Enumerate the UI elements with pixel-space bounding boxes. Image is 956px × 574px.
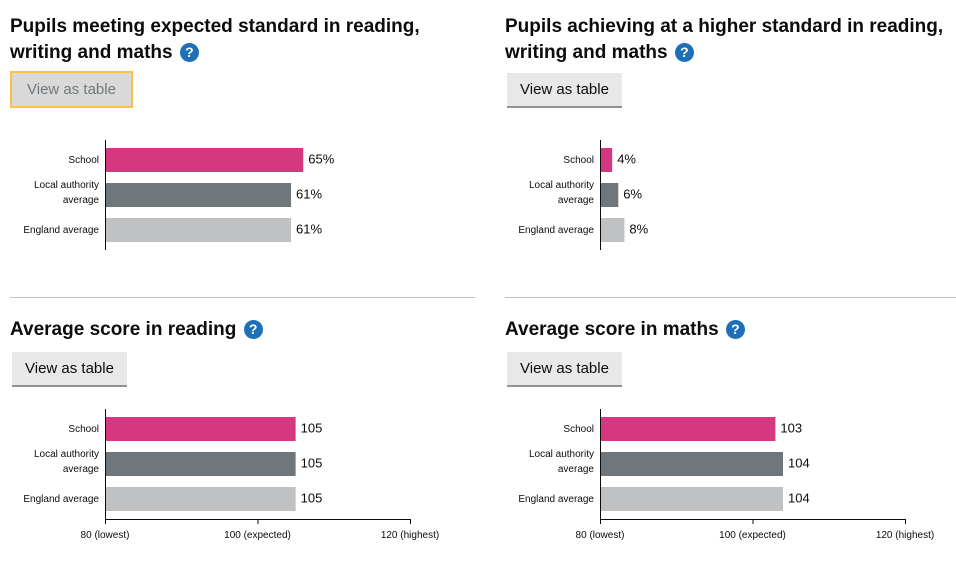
- value-label: 61%: [296, 187, 322, 202]
- view-as-table-button[interactable]: View as table: [10, 71, 133, 108]
- bar-local-authority: [601, 183, 619, 207]
- chart-title: Pupils achieving at a higher standard in…: [505, 14, 956, 66]
- view-as-table-button[interactable]: View as table: [507, 352, 622, 385]
- category-label: England average: [23, 494, 99, 505]
- x-tick-label: 80 (lowest): [81, 530, 130, 541]
- value-label: 104: [788, 456, 810, 471]
- section-divider: [10, 297, 475, 298]
- category-label: England average: [518, 225, 594, 236]
- chart-title: Pupils meeting expected standard in read…: [10, 14, 480, 66]
- value-label: 65%: [308, 152, 334, 167]
- bar-local-authority: [601, 452, 783, 476]
- value-label: 105: [301, 456, 323, 471]
- x-tick-label: 100 (expected): [719, 530, 786, 541]
- view-as-table-button[interactable]: View as table: [507, 73, 622, 106]
- value-label: 4%: [617, 152, 636, 167]
- x-tick-label: 120 (highest): [381, 530, 439, 541]
- category-label: Local authority: [529, 180, 594, 191]
- value-label: 6%: [623, 187, 642, 202]
- value-label: 61%: [296, 222, 322, 237]
- bar-england: [106, 218, 292, 242]
- chart-title-text: Pupils achieving at a higher standard in…: [505, 16, 944, 63]
- category-label: School: [68, 424, 99, 435]
- category-label: average: [558, 464, 595, 475]
- bar-england: [601, 218, 625, 242]
- bar-local-authority: [106, 183, 292, 207]
- category-label: Local authority: [34, 449, 99, 460]
- bar-school: [106, 148, 304, 172]
- help-icon[interactable]: ?: [243, 320, 263, 339]
- category-label: School: [563, 424, 594, 435]
- category-label: School: [563, 155, 594, 166]
- value-label: 105: [301, 421, 323, 436]
- chart-title: Average score in reading ?: [10, 317, 480, 343]
- chart-title-text: Pupils meeting expected standard in read…: [10, 16, 420, 63]
- category-label: Local authority: [529, 449, 594, 460]
- view-as-table-button[interactable]: View as table: [12, 352, 127, 385]
- bar-chart: 65% School 61% Local authority average 61% Eng…: [23, 140, 335, 250]
- bar-school: [106, 417, 296, 441]
- bar-local-authority: [106, 452, 296, 476]
- category-label: average: [63, 195, 100, 206]
- chart-title: Average score in maths ?: [505, 317, 956, 343]
- help-icon[interactable]: ?: [179, 43, 199, 62]
- bar-chart: 4% School 6% Local authority average 8% Englan…: [518, 140, 649, 250]
- value-label: 104: [788, 491, 810, 506]
- category-label: School: [68, 155, 99, 166]
- category-label: average: [558, 195, 595, 206]
- category-label: England average: [23, 225, 99, 236]
- bar-school: [601, 417, 776, 441]
- x-tick-label: 100 (expected): [224, 530, 291, 541]
- help-icon[interactable]: ?: [725, 320, 745, 339]
- value-label: 103: [780, 421, 802, 436]
- category-label: England average: [518, 494, 594, 505]
- value-label: 8%: [629, 222, 648, 237]
- x-tick-label: 80 (lowest): [576, 530, 625, 541]
- category-label: Local authority: [34, 180, 99, 191]
- value-label: 105: [301, 491, 323, 506]
- chart-title-text: Average score in maths: [505, 319, 719, 340]
- bar-england: [601, 487, 783, 511]
- category-label: average: [63, 464, 100, 475]
- x-tick-label: 120 (highest): [876, 530, 934, 541]
- bar-england: [106, 487, 296, 511]
- help-icon[interactable]: ?: [674, 43, 694, 62]
- section-divider: [505, 297, 956, 298]
- bar-chart: 105 School 105 Local authority average 105 Eng…: [23, 409, 439, 541]
- bar-chart: 103 School 104 Local authority average 104 Eng…: [518, 409, 934, 541]
- bar-school: [601, 148, 613, 172]
- chart-title-text: Average score in reading: [10, 319, 237, 340]
